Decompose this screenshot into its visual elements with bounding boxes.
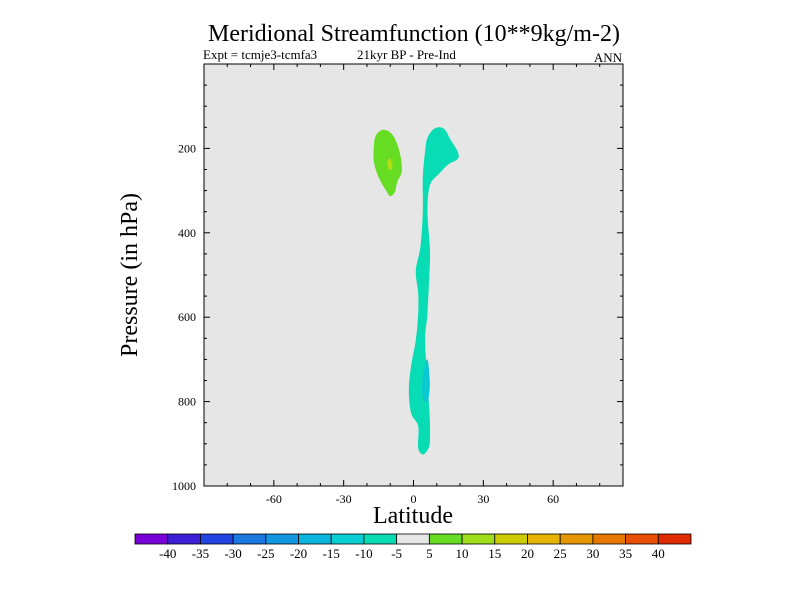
plot-area [204,64,623,486]
colorbar-swatch [200,533,234,545]
y-tick-label: 600 [178,310,196,324]
y-tick-label: 1000 [172,479,196,493]
colorbar-swatch [232,533,267,545]
colorbar-label: 35 [619,546,632,561]
x-axis-label: Latitude [373,503,453,529]
colorbar-swatch [265,533,299,545]
x-tick-label: 0 [411,492,417,506]
colorbar-swatch [134,533,169,545]
colorbar-label: 15 [488,546,501,561]
contour-region-3 [422,359,430,403]
period-label: 21kyr BP - Pre-Ind [357,47,456,62]
x-tick-label: -60 [266,492,282,506]
colorbar-swatch [396,533,430,545]
colorbar: -40 -35 -30 -25 -20 -15 -10 -5 5 10 15 20 25 30 35 40 [134,533,692,561]
colorbar-swatch [461,533,496,545]
colorbar-label: -20 [290,546,307,561]
colorbar-label: 10 [456,546,469,561]
contour-region-1 [387,158,393,171]
season-label: ANN [594,50,623,65]
x-tick-label: 60 [547,492,559,506]
colorbar-label: 30 [586,546,599,561]
x-tick-label: -30 [336,492,352,506]
colorbar-swatch [559,533,594,545]
colorbar-swatch [428,533,463,545]
colorbar-swatch [167,533,201,545]
colorbar-label: 40 [652,546,665,561]
y-axis-label: Pressure (in hPa) [117,193,143,357]
colorbar-label: 20 [521,546,534,561]
colorbar-swatch [363,533,398,545]
y-tick-label: 400 [178,226,196,240]
colorbar-label: 25 [554,546,567,561]
colorbar-label: -25 [257,546,274,561]
x-tick-label: 30 [477,492,489,506]
y-tick-label: 200 [178,141,196,155]
colorbar-swatch [527,533,561,545]
contour-region-2 [408,127,459,455]
colorbar-label: -5 [391,546,402,561]
y-tick-label: 800 [178,395,196,409]
colorbar-label: -10 [355,546,372,561]
colorbar-label: -15 [323,546,340,561]
colorbar-swatch [330,533,365,545]
colorbar-swatch [592,533,626,545]
chart-title: Meridional Streamfunction (10**9kg/m-2) [208,21,620,47]
colorbar-swatch [298,533,332,545]
colorbar-label: 5 [426,546,433,561]
colorbar-label: -30 [224,546,241,561]
colorbar-swatch [625,533,659,545]
colorbar-swatch [494,533,528,545]
experiment-label: Expt = tcmje3-tcmfa3 [203,47,317,62]
colorbar-swatch [657,533,692,545]
colorbar-label: -40 [159,546,176,561]
colorbar-label: -35 [192,546,209,561]
